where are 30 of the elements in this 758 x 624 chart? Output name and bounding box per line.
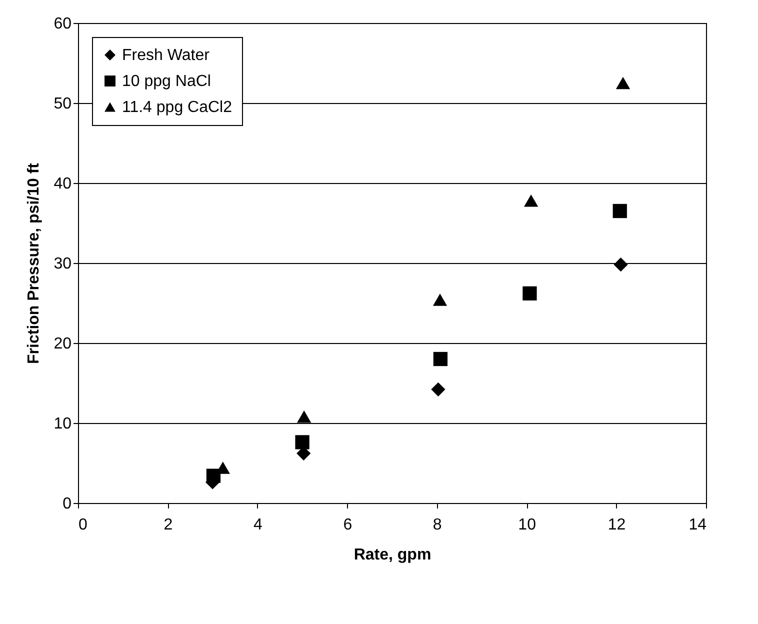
y-tick-label: 30	[54, 256, 72, 272]
x-tick-label: 8	[432, 516, 442, 534]
point	[297, 410, 312, 423]
point	[432, 294, 448, 306]
y-tick-label: 10	[54, 416, 72, 432]
point	[295, 435, 310, 450]
point	[616, 76, 630, 90]
x-tick-label: 12	[608, 516, 626, 534]
point	[524, 194, 538, 207]
x-tick-label: 6	[343, 516, 352, 534]
point	[522, 286, 537, 300]
y-tick-label: 40	[54, 176, 72, 192]
x-tick-label: 14	[688, 516, 707, 534]
point	[614, 258, 628, 272]
point	[431, 382, 446, 396]
y-axis-title: Friction Pressure, psi/10 ft	[26, 162, 43, 364]
legend-label: 11.4 ppg CaCl2	[122, 99, 232, 116]
x-tick-label: 2	[164, 516, 173, 534]
y-tick-label: 60	[54, 16, 72, 32]
x-axis-title: Rate, gpm	[354, 546, 432, 564]
x-tick-label: 10	[518, 516, 536, 534]
y-tick-label: 50	[54, 96, 72, 112]
y-tick-label: 0	[62, 496, 72, 512]
y-tick-label: 20	[54, 336, 72, 352]
legend-label: 10 ppg NaCl	[122, 73, 211, 90]
x-tick-label: 4	[253, 516, 262, 534]
legend-label: Fresh Water	[122, 47, 210, 64]
point	[612, 204, 627, 218]
point	[433, 352, 448, 366]
x-tick-label: 0	[78, 516, 88, 534]
